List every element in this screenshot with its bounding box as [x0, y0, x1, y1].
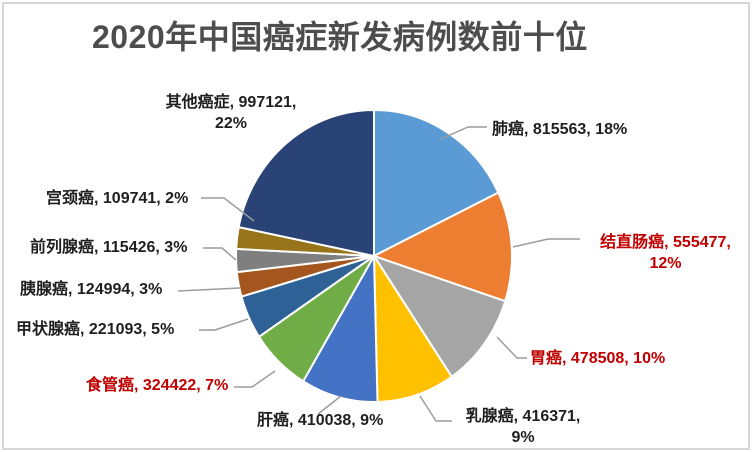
slice-label-stomach-cancer: 胃癌, 478508, 10%: [530, 350, 666, 367]
pie-slice-lung-cancer: [373, 109, 500, 257]
leader-line-liver-cancer: [317, 395, 342, 415]
leader-line-cervical-cancer: [201, 197, 255, 222]
slice-label-prostate-cancer: 前列腺癌, 115426, 3%: [30, 239, 188, 256]
pie-slice-breast-cancer: [373, 255, 453, 403]
leader-line-breast-cancer: [419, 395, 452, 422]
slice-label-thyroid-cancer: 甲状腺癌, 221093, 5%: [16, 321, 175, 338]
slice-label-pancreatic-cancer: 胰腺癌, 124994, 3%: [20, 281, 163, 298]
pie-slice-other-cancers: [237, 109, 375, 257]
leader-line-stomach-cancer: [496, 336, 527, 359]
pie-slice-colorectal-cancer: [373, 191, 513, 303]
slice-label-colorectal-cancer: 结直肠癌, 555477, 12%: [600, 234, 731, 272]
leader-line-pancreatic-cancer: [177, 287, 241, 292]
leader-line-esophageal-cancer: [234, 370, 276, 388]
slice-label-breast-cancer: 乳腺癌, 416371, 9%: [465, 408, 581, 446]
leader-line-prostate-cancer: [203, 247, 237, 261]
leader-line-colorectal-cancer: [512, 238, 580, 248]
pie-slice-stomach-cancer: [373, 255, 507, 378]
chart-title: 2020年中国癌症新发病例数前十位: [92, 19, 588, 55]
leader-line-thyroid-cancer: [199, 318, 249, 331]
slice-label-esophageal-cancer: 食管癌, 324422, 7%: [86, 377, 229, 394]
slice-label-cervical-cancer: 宫颈癌, 109741, 2%: [46, 190, 189, 207]
slice-label-liver-cancer: 肝癌, 410038, 9%: [257, 412, 384, 429]
slice-label-other-cancers: 其他癌症, 997121, 22%: [165, 94, 297, 132]
slice-label-lung-cancer: 肺癌, 815563, 18%: [492, 121, 628, 138]
leader-line-lung-cancer: [440, 126, 487, 140]
